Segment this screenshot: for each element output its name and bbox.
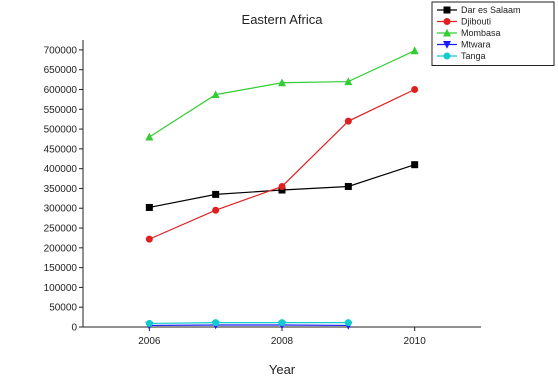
legend-label: Mtwara [461, 40, 491, 50]
y-tick-label: 550000 [44, 105, 78, 116]
x-tick-label: 2010 [404, 336, 427, 347]
series-mombasa [145, 46, 419, 141]
y-tick-label: 450000 [44, 144, 78, 155]
y-tick-label: 50000 [49, 303, 77, 314]
legend-entry: Mombasa [437, 28, 501, 38]
legend-swatch-marker [443, 18, 451, 25]
y-tick-label: 700000 [44, 45, 78, 56]
x-tick-label: 2008 [271, 336, 294, 347]
y-tick-label: 500000 [44, 125, 78, 136]
data-point [278, 319, 286, 327]
legend-entry: Mtwara [437, 40, 491, 50]
series-tanga [145, 319, 352, 327]
data-point [411, 85, 419, 93]
legend-swatch-marker [443, 6, 451, 14]
legend-label: Dar es Salaam [461, 5, 521, 15]
series-line [149, 50, 415, 138]
data-point [344, 77, 353, 86]
legend-label: Tanga [461, 51, 486, 61]
y-tick-label: 150000 [44, 263, 78, 274]
y-tick-label: 300000 [44, 204, 78, 215]
legend-box [431, 1, 555, 66]
axes: 0 50000 100000 150000 200000 250000 300000 3500… [44, 40, 481, 347]
data-point [344, 117, 352, 125]
series-line [149, 322, 349, 325]
legend-swatch-marker [443, 28, 451, 37]
data-point [212, 319, 220, 327]
y-tick-label: 250000 [44, 224, 78, 235]
data-point [145, 203, 153, 211]
data-point [344, 319, 352, 327]
chart-title: Eastern Africa [242, 12, 324, 27]
series-layer [145, 46, 419, 330]
series-djibouti [145, 85, 419, 243]
data-point [344, 182, 352, 190]
y-tick-label: 200000 [44, 243, 78, 254]
y-tick-label: 0 [71, 323, 77, 334]
legend-entry: Dar es Salaam [437, 5, 521, 15]
data-point [410, 46, 419, 55]
data-point [212, 206, 220, 214]
x-tick-label: 2006 [138, 336, 161, 347]
legend-entry: Tanga [437, 51, 486, 61]
legend-swatch-marker [443, 52, 451, 60]
data-point [278, 78, 286, 87]
data-point [211, 90, 220, 99]
series-dar-es-salaam [145, 161, 419, 211]
data-point [411, 161, 419, 169]
x-axis-label: Year [269, 362, 296, 377]
y-tick-label: 400000 [44, 164, 78, 175]
legend-label: Mombasa [461, 28, 501, 38]
legend-label: Djibouti [461, 17, 491, 27]
data-point [212, 190, 220, 198]
y-tick-label: 650000 [44, 65, 78, 76]
y-tick-label: 600000 [44, 85, 78, 96]
legend-entry: Djibouti [437, 17, 491, 27]
y-tick-label: 100000 [44, 283, 78, 294]
data-point [145, 132, 154, 141]
data-point [145, 235, 153, 243]
legend-swatch-marker [443, 41, 451, 49]
data-point [145, 319, 153, 327]
y-tick-label: 350000 [44, 184, 78, 195]
data-point [278, 186, 286, 194]
data-point [278, 182, 286, 190]
